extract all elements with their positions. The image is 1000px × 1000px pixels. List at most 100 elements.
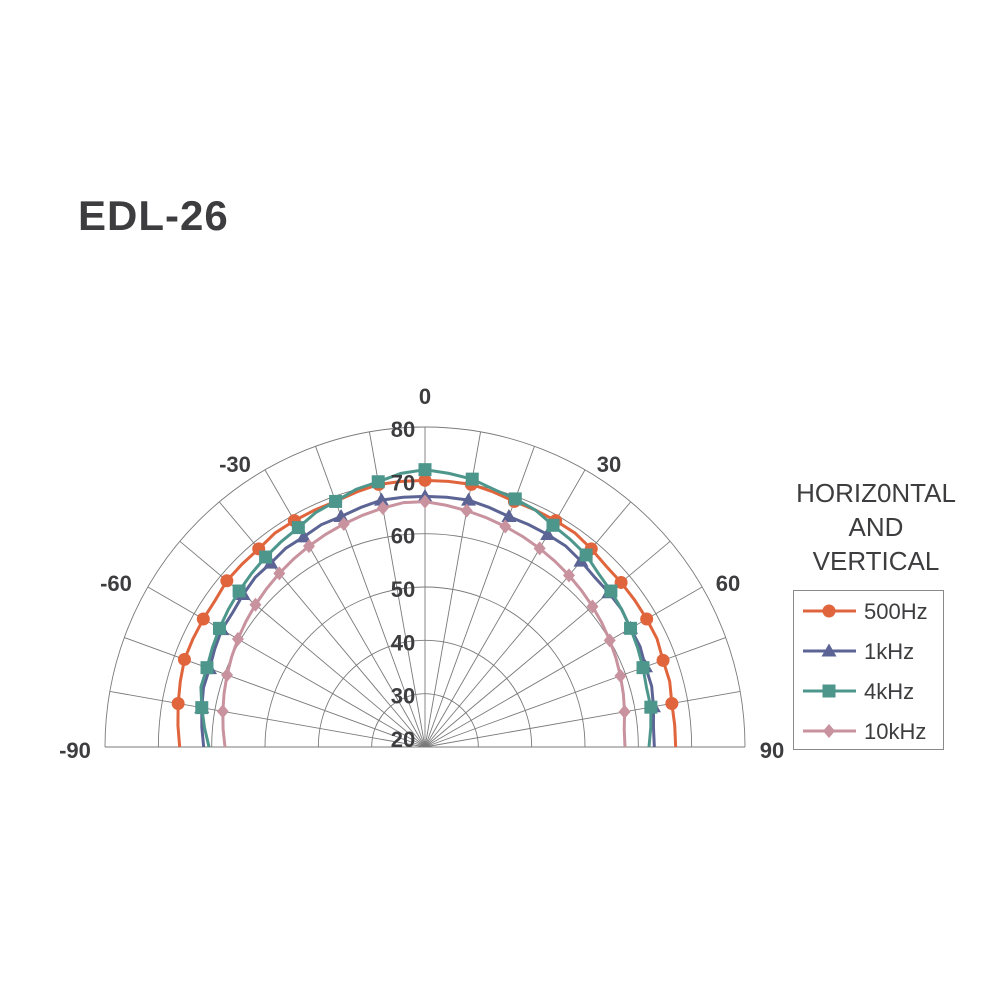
point-4kHz--30 [291,521,305,535]
point-10kHz-20 [499,519,512,534]
point-500Hz--60 [196,612,210,626]
grid-spoke-50 [424,540,671,748]
grid-spoke--70 [124,637,426,748]
point-10kHz--50 [249,597,262,612]
point-4kHz--40 [259,550,273,564]
radial-tick-70: 70 [391,470,415,495]
point-500Hz-70 [656,653,670,667]
series-1kHz [194,488,661,748]
grid-spoke--60 [147,586,426,748]
point-4kHz--70 [200,661,214,675]
point-1kHz-30 [540,527,556,541]
radial-tick-30: 30 [391,684,415,709]
point-10kHz-60 [603,633,616,648]
radial-tick-60: 60 [391,524,415,549]
point-10kHz-70 [614,668,627,683]
legend-label-1kHz: 1kHz [864,639,914,664]
point-4kHz--20 [329,494,343,508]
point-4kHz-60 [624,621,638,635]
series-10kHz [216,494,631,748]
angle-tick--60: -60 [100,571,132,596]
point-10kHz--10 [376,501,389,516]
point-4kHz-80 [644,700,658,714]
point-10kHz--30 [303,539,315,554]
point-10kHz-30 [533,541,546,556]
point-4kHz--80 [195,701,209,715]
grid-spoke--50 [179,540,426,748]
legend-label-10kHz: 10kHz [864,719,926,744]
legend-label-4kHz: 4kHz [864,679,914,704]
grid-spoke-70 [424,637,726,748]
point-10kHz--20 [337,516,350,531]
polar-grid [104,426,746,748]
legend-label-500Hz: 500Hz [864,599,928,624]
radial-tick-20: 20 [391,727,415,752]
point-500Hz-60 [640,612,654,626]
subtitle-line-2: AND [848,512,904,542]
radial-tick-40: 40 [391,630,415,655]
point-4kHz-40 [579,548,593,562]
point-4kHz-70 [636,661,650,675]
point-500Hz--80 [171,696,185,710]
legend-entries: 500Hz 1kHz 4kHz 10kHz [803,599,928,744]
angle-tick-90: 90 [760,738,784,763]
subtitle-line-3: VERTICAL [812,546,940,576]
series-line-500Hz [176,478,678,748]
point-500Hz-80 [665,696,679,710]
point-10kHz-80 [618,704,631,719]
radial-tick-50: 50 [391,577,415,602]
point-4kHz--60 [212,621,226,635]
angle-tick-0: 0 [419,384,431,409]
point-4kHz-20 [508,492,522,506]
point-10kHz-0 [419,494,431,509]
point-4kHz--10 [371,475,385,489]
point-10kHz--80 [216,704,229,719]
point-500Hz-0 [418,473,432,487]
legend-item-1kHz: 1kHz [803,639,914,664]
grid-spoke--40 [218,501,426,748]
series-4kHz [195,463,658,748]
legend [793,590,944,750]
subtitle-line-1: HORIZ0NTAL [796,478,956,508]
angle-tick-30: 30 [597,452,621,477]
angle-tick--30: -30 [219,452,251,477]
point-500Hz-50 [614,575,628,589]
point-4kHz-50 [604,584,618,598]
point-4kHz-10 [465,472,479,486]
radial-tick-80: 80 [391,417,415,442]
point-500Hz--50 [220,574,234,588]
angle-tick--90: -90 [59,738,91,763]
series-layer [171,463,679,748]
legend-marker-500Hz [822,604,836,618]
series-line-4kHz [199,468,653,748]
legend-item-4kHz: 4kHz [803,679,914,704]
point-1kHz--30 [296,529,312,543]
legend-marker-10kHz [823,724,835,738]
legend-item-10kHz: 10kHz [803,719,926,744]
legend-marker-4kHz [822,684,836,698]
point-4kHz--50 [232,584,246,598]
grid-spoke-40 [424,501,632,748]
grid-spoke--80 [109,690,426,748]
axis-labels: 20 30 40 50 60 70 80 -90 -60 -30 0 30 60 90 [59,384,784,763]
point-10kHz-50 [586,599,599,614]
point-10kHz--70 [221,667,234,682]
point-10kHz--40 [273,566,286,581]
point-10kHz--60 [231,632,244,646]
point-500Hz--70 [177,652,191,666]
point-4kHz-30 [546,518,560,532]
point-1kHz-20 [501,508,517,522]
point-1kHz-10 [461,492,477,506]
legend-item-500Hz: 500Hz [803,599,928,624]
grid-spoke-20 [424,446,535,748]
point-1kHz--10 [373,492,389,506]
point-10kHz-10 [460,503,473,518]
grid-spoke-60 [424,586,703,748]
point-4kHz-0 [418,463,432,477]
legend-marker-1kHz [821,643,837,657]
point-10kHz-40 [562,568,575,583]
grid-spoke-80 [424,690,741,748]
angle-tick-60: 60 [716,571,740,596]
chart-title: EDL-26 [78,192,229,239]
